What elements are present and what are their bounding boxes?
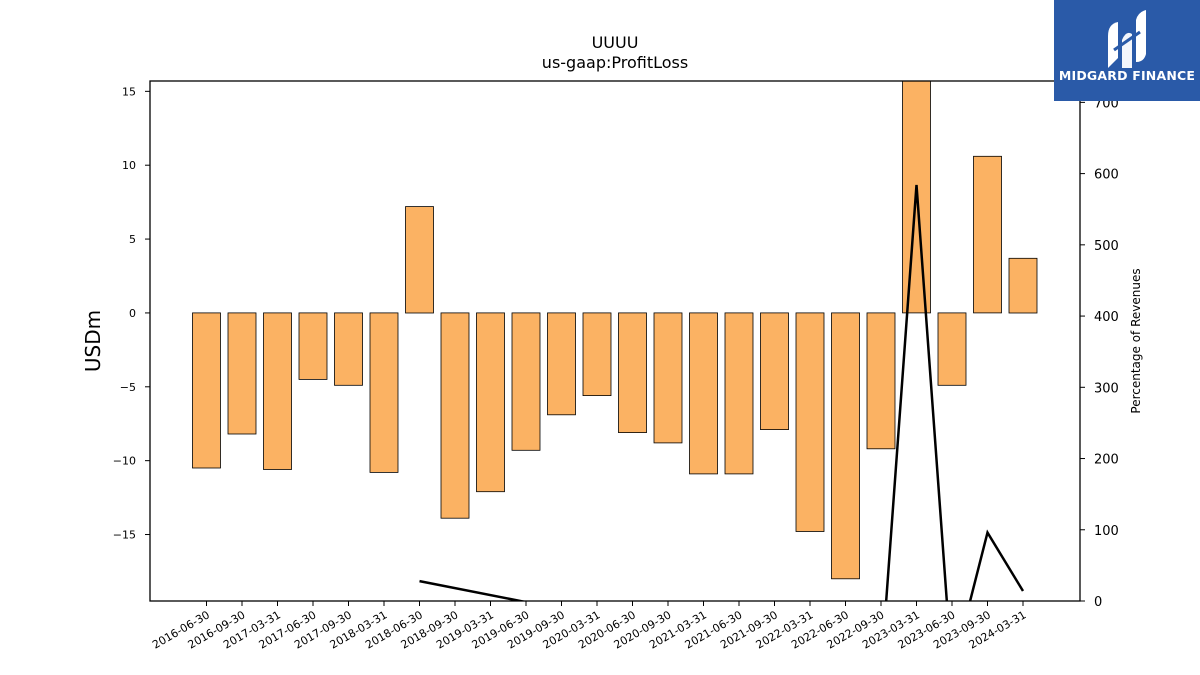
- y-right-tick-label: 100: [1094, 524, 1119, 539]
- bar: [547, 312, 576, 416]
- bar: [369, 312, 399, 473]
- bar: [263, 312, 292, 470]
- x-axis: 2016-06-302016-09-302017-03-312017-06-30…: [150, 601, 1029, 652]
- bar: [334, 312, 363, 386]
- bar: [937, 312, 967, 386]
- plot-frame: [149, 80, 1081, 602]
- y-axis-label: USDm: [81, 310, 105, 372]
- bar: [405, 206, 434, 314]
- bar: [476, 312, 505, 493]
- bar: [653, 312, 683, 444]
- bar: [582, 312, 612, 396]
- chart-title: UUUU: [592, 33, 639, 52]
- left-axis: −15 −10 −5 0 5 10 15: [113, 85, 150, 542]
- y-tick-label: 5: [129, 233, 136, 246]
- bar: [618, 312, 647, 433]
- bar: [1008, 257, 1038, 314]
- bar-group: [192, 80, 1038, 580]
- y-tick-label: 0: [129, 307, 136, 320]
- y-tick-label: −15: [113, 529, 136, 542]
- bar: [440, 312, 470, 519]
- y-tick-label: 15: [122, 85, 136, 98]
- line-group: [419, 184, 1025, 601]
- percentage-line: [419, 184, 1025, 601]
- y-right-tick-label: 600: [1094, 168, 1119, 183]
- bar: [724, 312, 754, 475]
- y-tick-label: −5: [120, 381, 136, 394]
- bar: [760, 312, 789, 430]
- bar: [511, 312, 541, 451]
- y-right-tick-label: 400: [1094, 310, 1119, 325]
- y-right-tick-label: 0: [1094, 595, 1102, 610]
- chart-subtitle: us-gaap:ProfitLoss: [542, 53, 688, 72]
- bar: [795, 312, 825, 532]
- y-tick-label: 10: [122, 159, 136, 172]
- logo-text: MIDGARD FINANCE: [1058, 68, 1196, 83]
- y-right-tick-label: 500: [1094, 239, 1119, 254]
- y-right-tick-label: 300: [1094, 381, 1119, 396]
- bar: [298, 312, 328, 380]
- bar: [866, 312, 896, 450]
- bar: [973, 155, 1002, 314]
- bar: [227, 312, 257, 435]
- logo-mark-icon: [1108, 10, 1146, 68]
- y-right-tick-label: 200: [1094, 453, 1119, 468]
- bar: [192, 312, 221, 469]
- logo: MIDGARD FINANCE: [1054, 0, 1200, 101]
- y-tick-label: −10: [113, 455, 136, 468]
- bar: [831, 312, 860, 580]
- bar: [689, 312, 718, 475]
- y-axis-right-label: Percentage of Revenues: [1129, 268, 1143, 413]
